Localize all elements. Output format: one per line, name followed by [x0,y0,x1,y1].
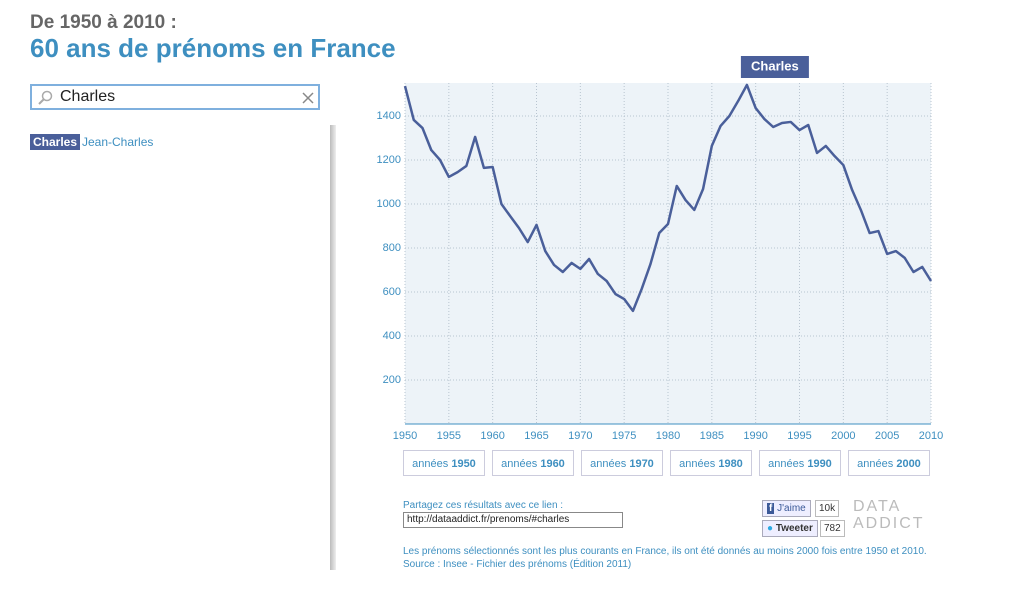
y-tick-label: 600 [383,286,401,298]
decade-button[interactable]: années 1950 [403,450,485,476]
tweet-text: Tweeter [775,523,813,534]
subtitle: De 1950 à 2010 : [30,12,177,33]
decade-year: 2000 [896,458,921,470]
share-label: Partagez ces résultats avec ce lien : [403,500,564,511]
logo: DATA ADDICT [853,498,925,532]
decade-button[interactable]: années 2000 [848,450,930,476]
footer: Les prénoms sélectionnés sont les plus c… [403,545,927,571]
result-selected[interactable]: Charles [30,134,81,150]
search-text: Charles [60,88,116,105]
x-tick-label: 1985 [700,430,724,440]
like-text: J'aime [777,503,806,514]
x-tick-label: 1975 [612,430,636,440]
decade-button[interactable]: années 1970 [581,450,663,476]
series-label: Charles [751,58,799,73]
plot-area [405,83,931,424]
search-box[interactable]: Charles [30,84,320,110]
like-button[interactable]: f J'aime [762,500,811,517]
logo-line: DATA [853,498,902,515]
y-tick-label: 1200 [377,154,401,166]
decade-year: 1990 [807,458,832,470]
x-tick-label: 1965 [524,430,548,440]
sidebar-divider [330,125,336,570]
footer-line: Source : Insee - Fichier des prénoms (Éd… [403,559,632,570]
logo-line: ADDICT [853,515,925,532]
decade-button[interactable]: années 1980 [670,450,752,476]
x-tick-label: 1990 [743,430,767,440]
x-tick-label: 1955 [437,430,461,440]
x-tick-label: 1980 [656,430,680,440]
decade-label: années [590,458,627,470]
decade-label: années [679,458,716,470]
x-tick-label: 2005 [875,430,899,440]
decade-label: années [412,458,449,470]
decade-button[interactable]: années 1990 [759,450,841,476]
tweet-count: 782 [820,520,845,537]
decade-label: années [857,458,894,470]
x-tick-label: 1950 [393,430,417,440]
chart: 200 400 600 800 1000 1200 1400 1950 1955 1960 1965… [377,56,943,440]
decade-label: années [768,458,805,470]
like-count: 10k [815,500,840,517]
decade-year: 1950 [451,458,476,470]
tweet-button[interactable]: ● Tweeter [762,520,818,537]
decade-year: 1980 [718,458,743,470]
x-tick-label: 2010 [919,430,943,440]
share-url[interactable]: http://dataaddict.fr/prenoms/#charles [403,512,623,528]
y-tick-label: 400 [383,330,401,342]
decade-year: 1970 [629,458,654,470]
decade-year: 1960 [540,458,565,470]
x-tick-label: 1970 [568,430,592,440]
decade-button[interactable]: années 1960 [492,450,574,476]
y-tick-label: 1000 [377,198,401,210]
search-icon [38,90,53,105]
clear-button[interactable] [302,92,314,104]
x-tick-label: 1995 [787,430,811,440]
y-tick-label: 200 [383,374,401,386]
line [403,83,933,313]
series-label-bg [740,56,809,78]
title: 60 ans de prénoms en France [30,33,396,63]
footer-line: Les prénoms sélectionnés sont les plus c… [403,546,927,557]
result[interactable]: Jean-Charles [82,135,154,149]
x-tick-label: 1960 [480,430,504,440]
y-tick-label: 800 [383,242,401,254]
decade-label: années [501,458,538,470]
y-tick-label: 1400 [377,110,401,122]
x-tick-label: 2000 [831,430,855,440]
